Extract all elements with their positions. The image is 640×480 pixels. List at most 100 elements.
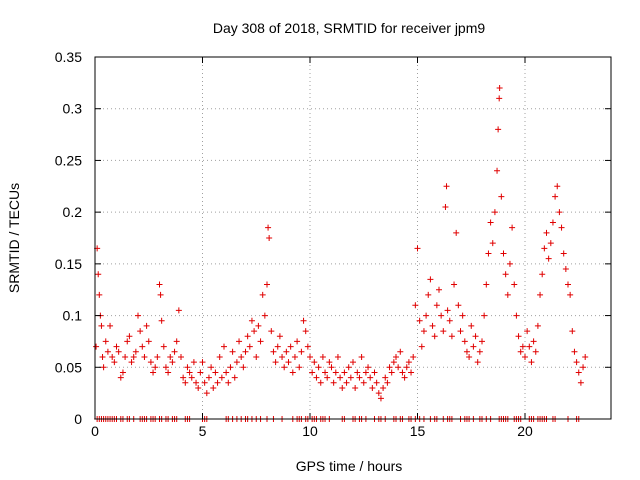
data-point bbox=[582, 353, 589, 360]
data-point bbox=[339, 384, 346, 391]
data-point bbox=[132, 348, 139, 355]
data-point bbox=[182, 379, 189, 386]
data-point bbox=[416, 317, 423, 324]
data-point bbox=[414, 245, 421, 252]
data-point bbox=[332, 369, 339, 376]
data-point bbox=[528, 359, 535, 366]
data-point bbox=[139, 343, 146, 350]
data-point bbox=[240, 364, 247, 371]
data-point bbox=[496, 95, 503, 102]
data-point bbox=[573, 359, 580, 366]
data-point bbox=[457, 328, 464, 335]
data-point bbox=[313, 374, 320, 381]
data-point bbox=[575, 369, 582, 376]
data-point bbox=[95, 271, 102, 278]
data-point bbox=[468, 322, 475, 329]
data-point bbox=[427, 276, 434, 283]
data-point bbox=[580, 364, 587, 371]
data-point bbox=[324, 374, 331, 381]
data-point bbox=[496, 85, 503, 92]
data-point bbox=[212, 369, 219, 376]
data-point bbox=[330, 379, 337, 386]
data-point bbox=[511, 281, 518, 288]
data-point bbox=[197, 369, 204, 376]
data-point bbox=[500, 250, 507, 257]
data-point bbox=[223, 369, 230, 376]
data-point bbox=[135, 312, 141, 319]
data-point bbox=[111, 359, 118, 366]
data-point bbox=[124, 338, 131, 345]
data-point bbox=[560, 250, 567, 257]
data-point bbox=[294, 338, 301, 345]
data-point bbox=[201, 379, 208, 386]
data-point bbox=[345, 364, 352, 371]
data-point bbox=[472, 333, 479, 340]
data-point bbox=[526, 343, 533, 350]
data-point bbox=[554, 183, 561, 190]
y-tick-label: 0.2 bbox=[63, 204, 83, 220]
data-point bbox=[145, 338, 152, 345]
data-point bbox=[141, 353, 148, 360]
data-point bbox=[253, 353, 260, 360]
data-point bbox=[154, 353, 161, 360]
data-point bbox=[289, 369, 296, 376]
data-point bbox=[334, 353, 341, 360]
x-tick-label: 5 bbox=[199, 423, 207, 439]
data-point bbox=[443, 183, 450, 190]
data-point bbox=[100, 364, 107, 371]
data-point bbox=[425, 291, 432, 298]
data-point bbox=[165, 369, 172, 376]
data-point bbox=[337, 374, 344, 381]
data-point bbox=[513, 312, 520, 319]
data-point bbox=[534, 322, 541, 329]
data-point bbox=[309, 369, 316, 376]
data-point bbox=[558, 224, 565, 231]
data-point bbox=[347, 374, 354, 381]
data-point bbox=[382, 374, 389, 381]
data-point bbox=[178, 353, 184, 360]
data-point bbox=[502, 271, 509, 278]
data-point bbox=[115, 348, 122, 355]
data-point bbox=[210, 384, 217, 391]
data-point bbox=[147, 359, 154, 366]
data-point bbox=[285, 359, 292, 366]
data-point bbox=[440, 328, 447, 335]
data-point bbox=[479, 338, 485, 345]
data-point bbox=[248, 317, 255, 324]
chart-title: Day 308 of 2018, SRMTID for receiver jpm… bbox=[213, 20, 486, 36]
data-point bbox=[455, 302, 462, 309]
data-point bbox=[470, 343, 477, 350]
data-point bbox=[160, 343, 167, 350]
data-point bbox=[244, 333, 251, 340]
x-tick-label: 10 bbox=[302, 423, 318, 439]
data-point bbox=[498, 193, 505, 200]
data-point bbox=[264, 281, 270, 288]
data-point bbox=[328, 364, 335, 371]
data-point bbox=[483, 281, 490, 288]
data-point bbox=[229, 348, 236, 355]
data-point bbox=[261, 312, 268, 319]
data-point bbox=[403, 364, 410, 371]
data-point bbox=[279, 353, 286, 360]
grid bbox=[95, 57, 611, 419]
data-point bbox=[401, 374, 408, 381]
data-point bbox=[491, 209, 498, 216]
data-point bbox=[287, 343, 294, 350]
data-point bbox=[395, 364, 402, 371]
data-point bbox=[362, 369, 369, 376]
data-point bbox=[506, 260, 513, 267]
data-point bbox=[268, 328, 275, 335]
data-point bbox=[109, 353, 116, 360]
data-point bbox=[152, 364, 159, 371]
data-point bbox=[519, 343, 526, 350]
axis-ticks bbox=[94, 56, 611, 420]
data-point bbox=[169, 359, 176, 366]
data-point bbox=[341, 369, 348, 376]
data-point bbox=[188, 374, 195, 381]
data-point bbox=[302, 328, 309, 335]
data-point bbox=[251, 328, 258, 335]
data-point bbox=[167, 353, 174, 360]
data-point bbox=[233, 359, 240, 366]
